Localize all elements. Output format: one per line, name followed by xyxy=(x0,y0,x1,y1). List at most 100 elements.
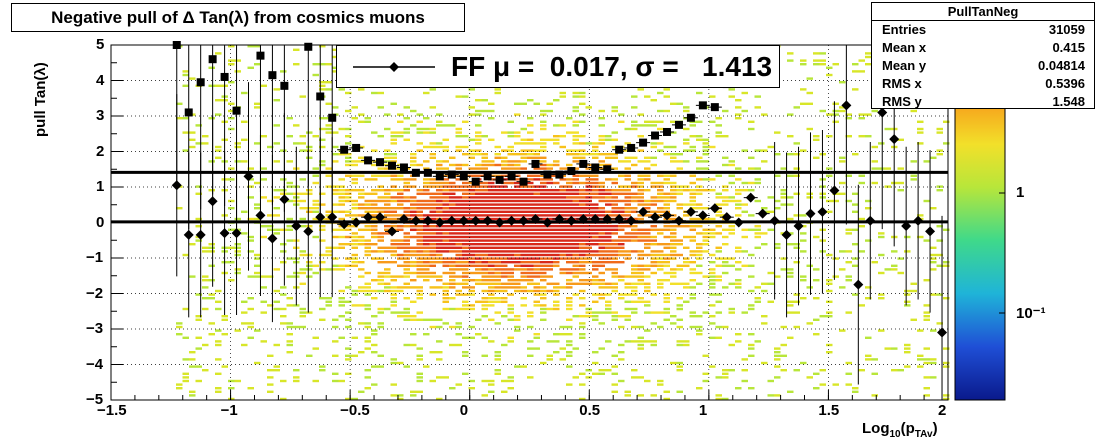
heatmap-cell xyxy=(416,311,423,314)
heatmap-cell xyxy=(572,225,579,228)
heatmap-cell xyxy=(852,88,859,91)
heatmap-cell xyxy=(572,199,579,203)
heatmap-cell xyxy=(904,351,911,354)
y-tick-label: −5 xyxy=(86,391,104,408)
heatmap-cell xyxy=(397,199,404,203)
heatmap-cell xyxy=(338,297,345,300)
heatmap-cell xyxy=(384,113,391,116)
heatmap-cell xyxy=(618,225,625,228)
heatmap-cell xyxy=(637,232,644,235)
heatmap-cell xyxy=(527,131,534,134)
heatmap-cell xyxy=(904,289,911,293)
heatmap-cell xyxy=(689,189,696,192)
heatmap-cell xyxy=(618,250,625,253)
point-square xyxy=(651,131,660,140)
heatmap-cell xyxy=(338,304,345,307)
heatmap-cell xyxy=(696,264,703,267)
heatmap-cell xyxy=(930,358,937,361)
heatmap-cell xyxy=(449,343,456,347)
heatmap-cell xyxy=(442,289,449,293)
heatmap-cell xyxy=(455,322,462,325)
heatmap-cell xyxy=(618,279,625,282)
heatmap-cell xyxy=(247,167,254,170)
heatmap-cell xyxy=(546,268,553,271)
heatmap-cell xyxy=(585,369,592,372)
heatmap-cell xyxy=(345,91,352,95)
heatmap-cell xyxy=(871,372,878,375)
heatmap-cell xyxy=(728,369,735,372)
heatmap-cell xyxy=(644,243,651,246)
point-square xyxy=(543,170,552,179)
heatmap-cell xyxy=(488,300,495,303)
heatmap-cell xyxy=(507,196,514,199)
heatmap-cell xyxy=(481,253,488,257)
heatmap-cell xyxy=(761,315,768,318)
heatmap-cell xyxy=(234,268,241,271)
heatmap-cell xyxy=(514,264,521,267)
heatmap-cell xyxy=(624,185,631,188)
heatmap-cell xyxy=(494,225,501,228)
heatmap-cell xyxy=(559,225,566,228)
heatmap-cell xyxy=(299,135,306,138)
heatmap-cell xyxy=(657,228,664,231)
heatmap-cell xyxy=(475,228,482,231)
heatmap-cell xyxy=(702,354,709,357)
heatmap-cell xyxy=(403,117,410,120)
heatmap-cell xyxy=(410,228,417,231)
heatmap-cell xyxy=(273,228,280,231)
heatmap-cell xyxy=(384,160,391,163)
heatmap-cell xyxy=(657,91,664,95)
point-diamond xyxy=(327,212,338,223)
heatmap-cell xyxy=(845,372,852,375)
heatmap-cell xyxy=(377,261,384,264)
heatmap-cell xyxy=(637,189,644,192)
heatmap-cell xyxy=(416,207,423,210)
heatmap-cell xyxy=(364,250,371,253)
heatmap-cell xyxy=(618,343,625,347)
heatmap-cell xyxy=(637,235,644,239)
heatmap-cell xyxy=(462,336,469,339)
heatmap-cell xyxy=(280,293,287,296)
heatmap-cell xyxy=(579,153,586,156)
heatmap-cell xyxy=(436,246,443,249)
heatmap-cell xyxy=(767,145,774,149)
point-square xyxy=(256,51,265,60)
heatmap-cell xyxy=(345,257,352,260)
heatmap-cell xyxy=(579,315,586,318)
heatmap-cell xyxy=(507,311,514,314)
heatmap-cell xyxy=(338,88,345,91)
heatmap-cell xyxy=(286,275,293,278)
heatmap-cell xyxy=(904,304,911,307)
heatmap-cell xyxy=(403,264,410,267)
heatmap-cell xyxy=(410,178,417,181)
heatmap-cell xyxy=(793,174,800,177)
heatmap-cell xyxy=(689,149,696,152)
heatmap-cell xyxy=(494,214,501,217)
heatmap-cell xyxy=(377,322,384,325)
heatmap-cell xyxy=(572,261,579,264)
heatmap-cell xyxy=(390,210,397,213)
point-diamond xyxy=(434,217,445,228)
heatmap-cell xyxy=(696,282,703,285)
heatmap-cell xyxy=(273,300,280,303)
heatmap-cell xyxy=(696,243,703,246)
heatmap-cell xyxy=(423,185,430,188)
heatmap-cell xyxy=(507,253,514,257)
heatmap-cell xyxy=(566,196,573,199)
heatmap-cell xyxy=(559,214,566,217)
stats-name: PullTanNeg xyxy=(872,3,1094,21)
heatmap-cell xyxy=(442,214,449,217)
heatmap-cell xyxy=(228,246,235,249)
heatmap-cell xyxy=(423,257,430,260)
heatmap-cell xyxy=(436,189,443,192)
heatmap-cell xyxy=(787,113,794,116)
heatmap-cell xyxy=(358,239,365,242)
heatmap-cell xyxy=(455,149,462,152)
heatmap-cell xyxy=(507,379,514,383)
heatmap-cell xyxy=(501,253,508,257)
heatmap-cell xyxy=(566,250,573,253)
heatmap-cell xyxy=(650,163,657,167)
heatmap-cell xyxy=(917,329,924,332)
heatmap-cell xyxy=(559,325,566,329)
heatmap-cell xyxy=(533,235,540,239)
